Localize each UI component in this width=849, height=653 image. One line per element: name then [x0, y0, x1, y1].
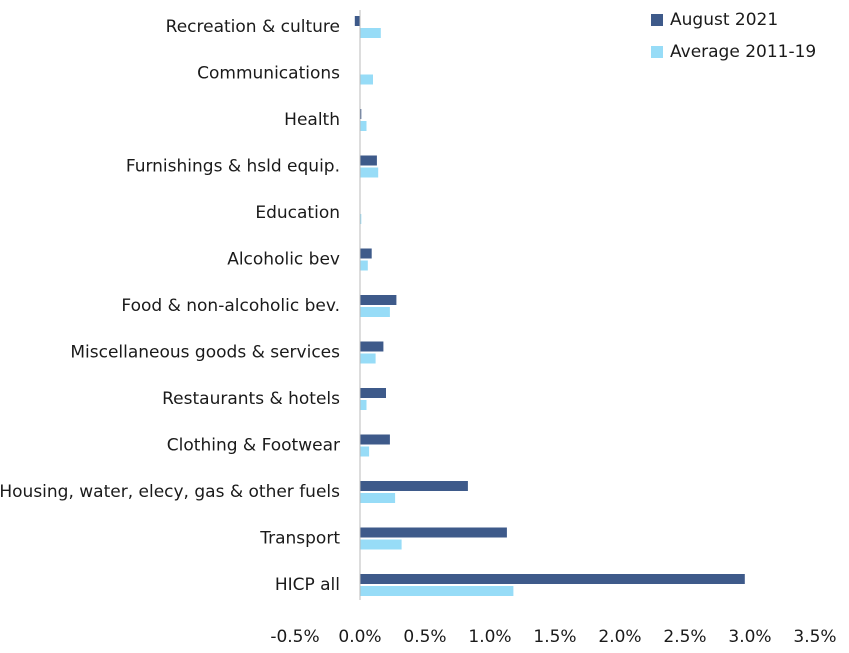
category-label: Transport — [259, 529, 340, 549]
x-tick-label: 2.0% — [598, 627, 641, 647]
bar — [360, 167, 379, 178]
bar — [360, 307, 390, 317]
bar — [360, 527, 507, 538]
bar — [360, 109, 362, 119]
category-label: Recreation & culture — [166, 17, 340, 37]
category-label: Housing, water, elecy, gas & other fuels — [0, 482, 340, 502]
bar — [360, 155, 377, 166]
bar — [360, 74, 373, 85]
category-label: Miscellaneous goods & services — [70, 343, 340, 363]
legend-swatch — [651, 46, 663, 58]
bar — [360, 586, 514, 596]
legend-label: Average 2011-19 — [670, 42, 816, 62]
bar — [360, 341, 384, 352]
x-tick-label: 3.5% — [793, 627, 836, 647]
bar — [360, 121, 367, 131]
bar — [360, 260, 368, 271]
category-label: Restaurants & hotels — [162, 389, 340, 409]
category-label: Health — [284, 110, 340, 130]
x-tick-label: 1.0% — [468, 627, 511, 647]
x-tick-label: -0.5% — [270, 627, 319, 647]
category-label: Communications — [197, 64, 340, 84]
bar — [360, 214, 362, 224]
bar — [360, 539, 402, 550]
bar — [360, 493, 396, 503]
category-label: Furnishings & hsld equip. — [126, 157, 340, 177]
bar — [360, 248, 372, 259]
category-label: Food & non-alcoholic bev. — [121, 296, 340, 316]
bar — [360, 481, 468, 491]
x-tick-label: 2.5% — [663, 627, 706, 647]
bar — [360, 446, 370, 457]
x-tick-label: 0.5% — [403, 627, 446, 647]
bar — [360, 434, 390, 445]
x-tick-label: 0.0% — [338, 627, 381, 647]
bar — [354, 16, 360, 26]
category-label: Alcoholic bev — [227, 250, 340, 270]
bar — [360, 353, 376, 364]
legend-label: August 2021 — [670, 10, 778, 30]
bar — [360, 28, 381, 38]
category-label: Education — [255, 203, 340, 223]
x-tick-label: 3.0% — [728, 627, 771, 647]
bar — [360, 574, 745, 584]
bar — [360, 388, 386, 398]
category-label: Clothing & Footwear — [167, 436, 340, 456]
bar — [360, 295, 397, 305]
legend-swatch — [651, 14, 663, 26]
category-label: HICP all — [275, 575, 340, 595]
x-tick-label: 1.5% — [533, 627, 576, 647]
bar — [360, 400, 367, 410]
